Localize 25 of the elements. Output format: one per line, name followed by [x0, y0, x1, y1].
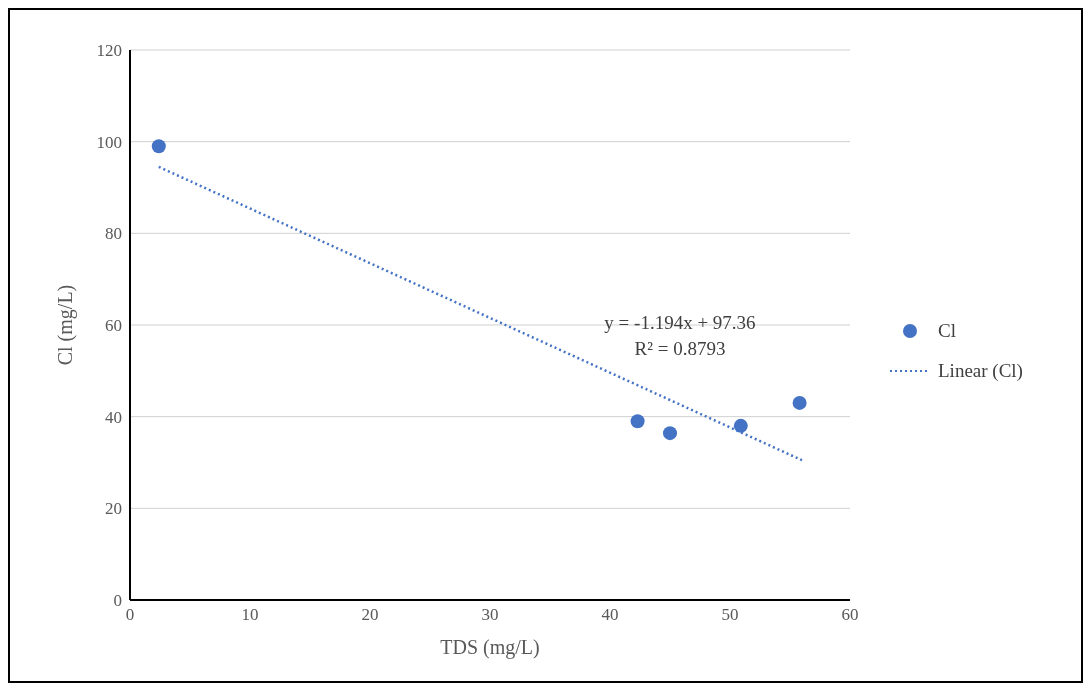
y-tick-label: 60	[105, 316, 122, 336]
y-tick-label: 120	[96, 41, 122, 61]
point	[663, 426, 677, 441]
x-tick-label: 0	[125, 605, 135, 625]
annotation: R² = 0.8793	[633, 337, 727, 361]
legend-label: Linear (Cl)	[938, 360, 1023, 382]
x-tick-label: 40	[601, 605, 619, 625]
y-tick-label: 100	[96, 132, 122, 152]
x-tick-label: 20	[361, 605, 379, 625]
y-tick-label: 80	[105, 224, 122, 244]
y-tick-label: 0	[113, 591, 122, 611]
y-tick-label: 40	[105, 407, 122, 427]
x-tick-label: 10	[241, 605, 259, 625]
point	[733, 418, 748, 433]
point	[792, 395, 807, 410]
x-axis-title: TDS (mg/L)	[440, 636, 540, 660]
x-tick-label: 50	[721, 605, 739, 625]
point	[151, 139, 166, 154]
point	[630, 414, 645, 429]
annotation: y = -1.194x + 97.36	[603, 311, 757, 335]
y-axis-title: Cl (mg/L)	[54, 284, 78, 366]
x-tick-label: 30	[481, 605, 499, 625]
x-tick-label: 60	[841, 605, 859, 625]
legend-label: Cl	[938, 320, 956, 342]
y-tick-label: 20	[105, 499, 122, 519]
